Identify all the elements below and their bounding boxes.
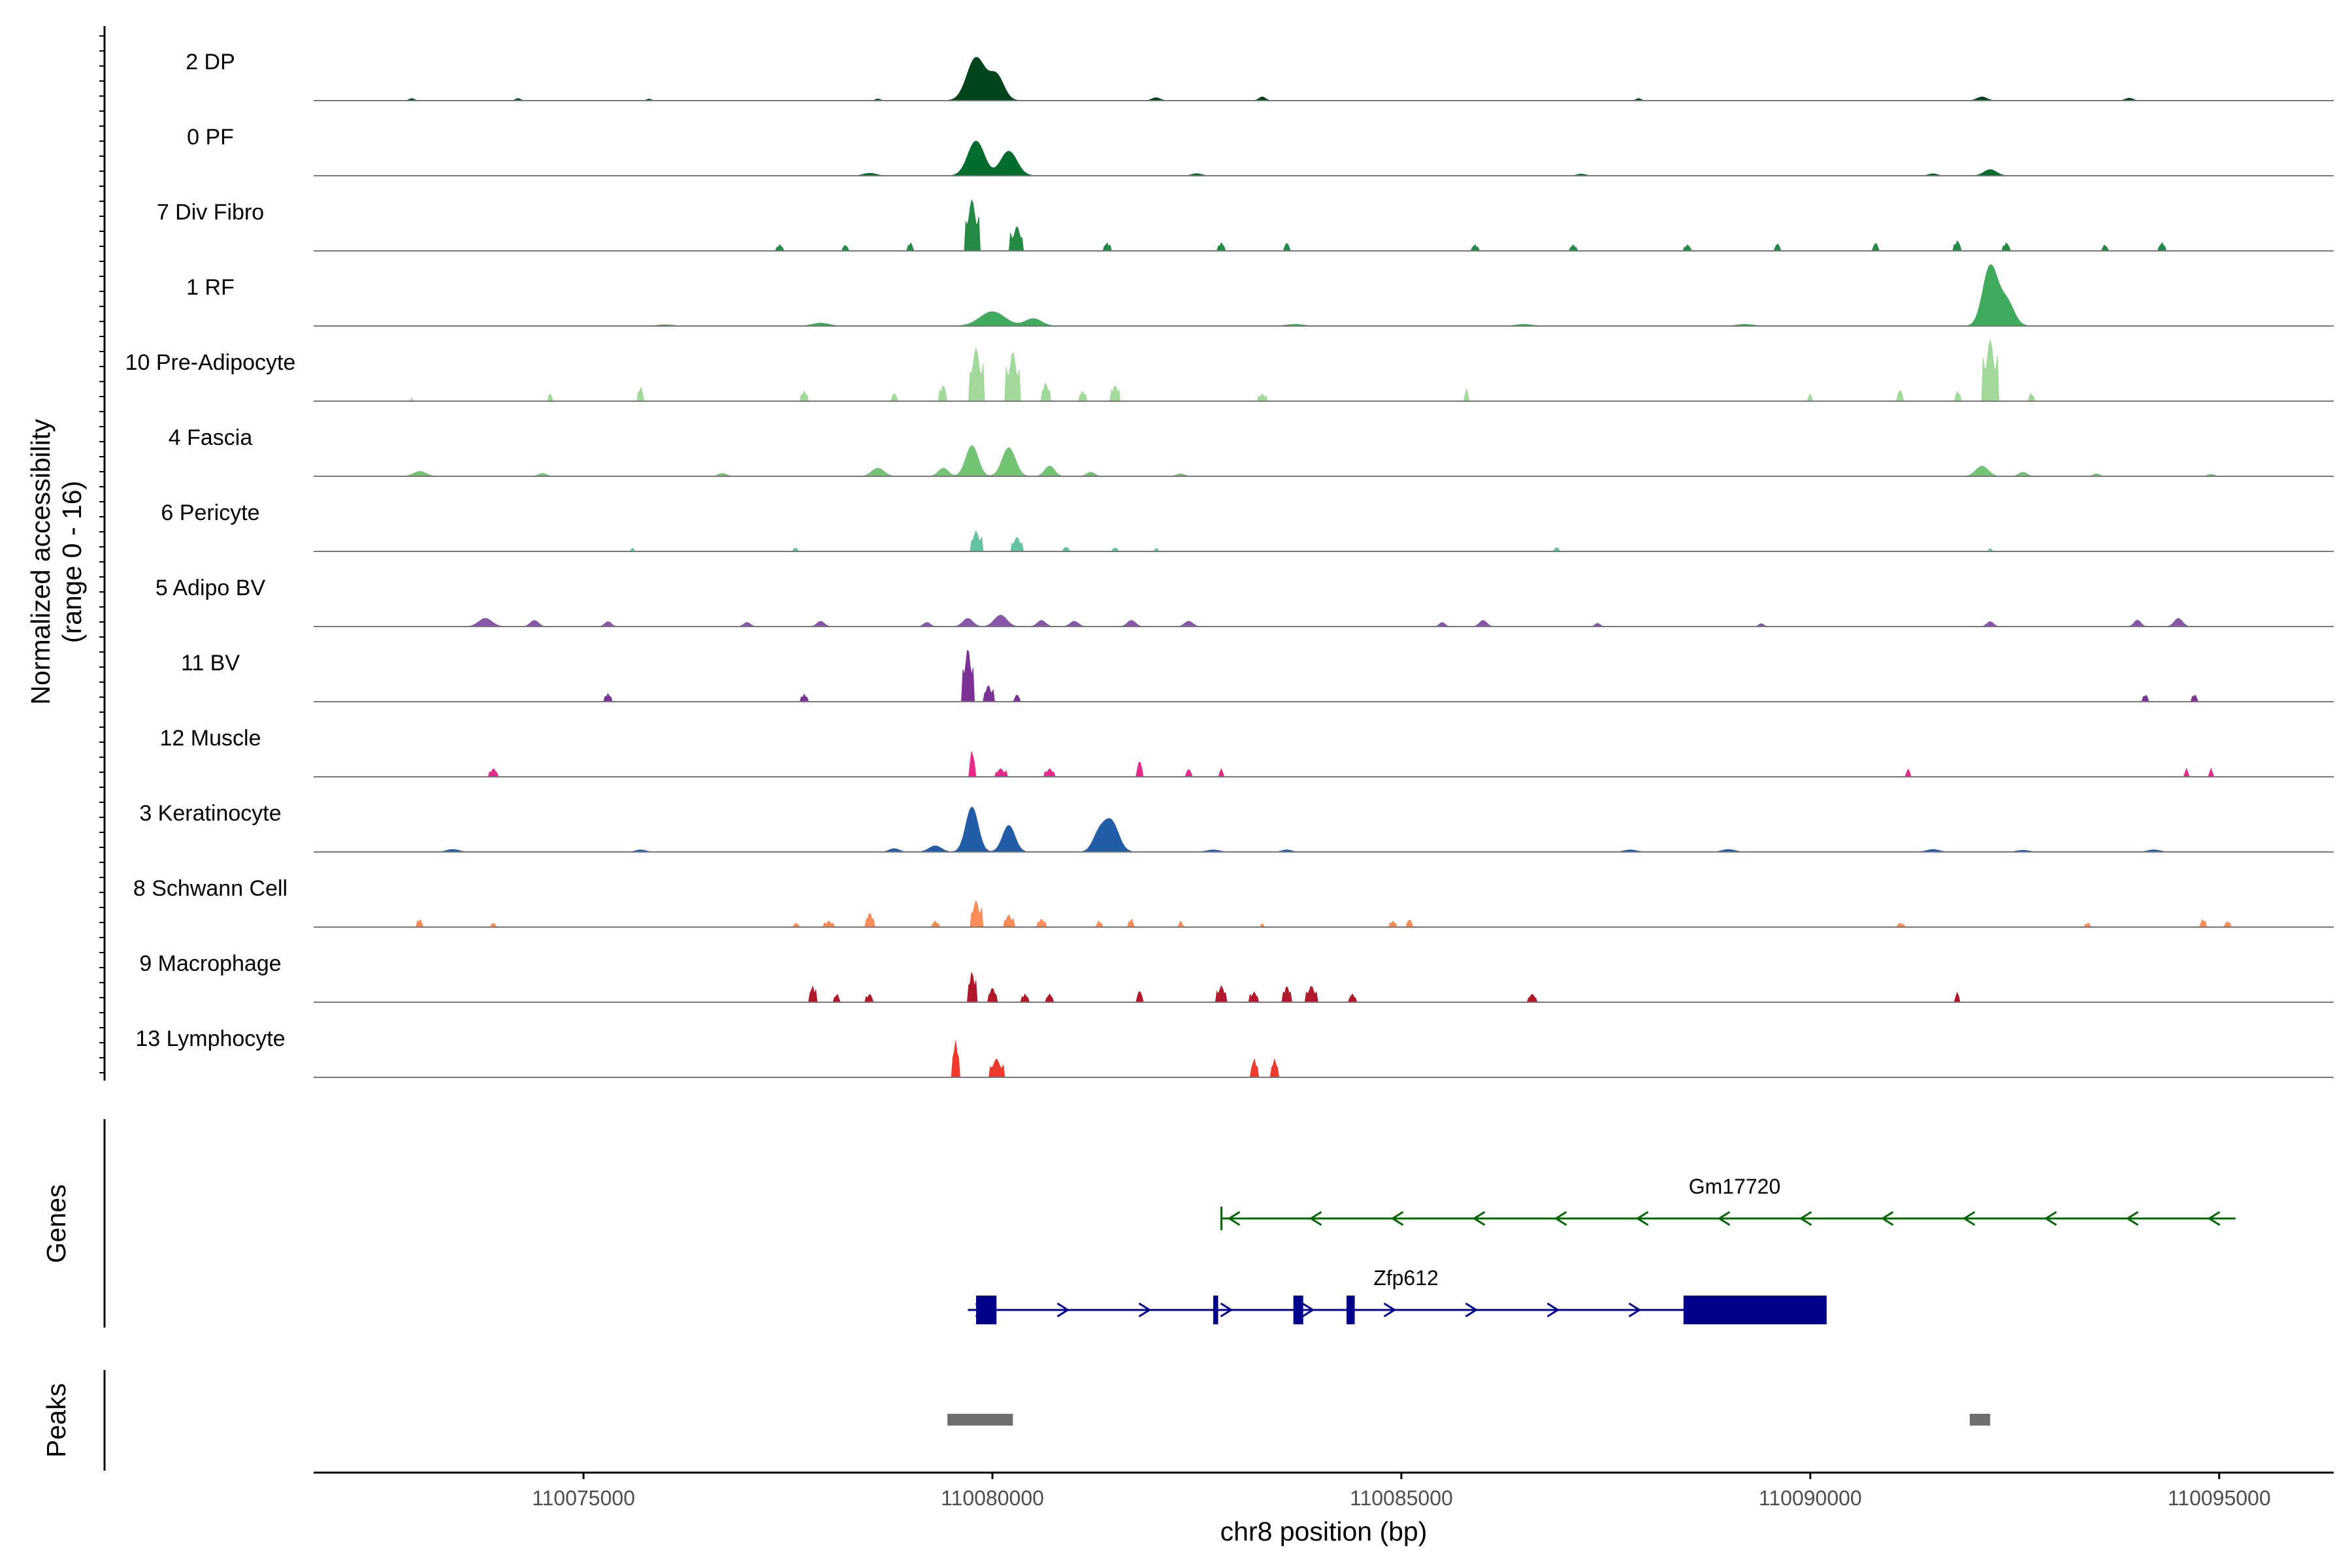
peak-region <box>947 1414 1013 1426</box>
track-label: 5 Adipo BV <box>155 576 266 600</box>
strand-arrow <box>2125 1211 2139 1226</box>
track-signal <box>314 1040 2334 1078</box>
strand-arrow <box>1472 1211 1486 1226</box>
exon <box>1213 1296 1218 1324</box>
track-signal <box>314 445 2334 477</box>
track-signal <box>314 751 2334 777</box>
genes-panel-label: Genes <box>41 1184 71 1264</box>
track: 13 Lymphocyte <box>135 1026 2334 1078</box>
track: 6 Pericyte <box>161 500 2334 552</box>
x-tick-label: 110075000 <box>532 1486 635 1510</box>
track: 4 Fascia <box>169 425 2334 477</box>
strand-arrow <box>1962 1211 1976 1226</box>
gene-label: Zfp612 <box>1373 1266 1439 1290</box>
exon <box>975 1296 997 1324</box>
strand-arrow <box>1628 1302 1642 1318</box>
track-signal <box>314 806 2334 853</box>
track-signal <box>314 264 2334 327</box>
track: 5 Adipo BV <box>155 576 2334 627</box>
peak-region <box>1969 1414 1991 1426</box>
peaks-panel-label: Peaks <box>41 1383 71 1458</box>
track-label: 3 Keratinocyte <box>139 801 281 826</box>
track-signal <box>314 972 2334 1003</box>
track-label: 9 Macrophage <box>139 951 281 976</box>
track: 9 Macrophage <box>139 951 2334 1003</box>
strand-arrow <box>1880 1211 1894 1226</box>
strand-arrow <box>1138 1302 1152 1318</box>
strand-arrow <box>1220 1302 1233 1318</box>
track-label: 11 BV <box>181 651 240 676</box>
genes-panel: Genes Gm17720 Zfp612 <box>41 1119 2236 1328</box>
track-signal <box>314 530 2334 552</box>
track: 0 PF <box>187 125 2334 176</box>
strand-arrow <box>1301 1302 1315 1318</box>
strand-arrow <box>1554 1211 1567 1226</box>
strand-arrow <box>1056 1302 1070 1318</box>
track-signal <box>314 340 2334 402</box>
track: 11 BV <box>181 649 2334 702</box>
accessibility-tracks: 2 DP 0 PF 7 Div Fibro 1 RF 10 Pre-Adipocyte 4… <box>99 26 2334 1081</box>
track: 1 RF <box>186 264 2334 327</box>
x-tick-label: 110080000 <box>941 1486 1044 1510</box>
track: 2 DP <box>186 50 2334 101</box>
x-tick-label: 110090000 <box>1759 1486 1862 1510</box>
strand-arrow <box>1227 1211 1241 1226</box>
x-axis-title: chr8 position (bp) <box>1220 1516 1428 1546</box>
gene-gm17720: Gm17720 <box>1220 1175 2236 1230</box>
y-axis-label: Normalized accessibility (range 0 - 16) <box>25 419 87 705</box>
strand-arrow <box>1635 1211 1649 1226</box>
track-label: 6 Pericyte <box>161 500 259 525</box>
strand-arrow <box>2207 1211 2221 1226</box>
track-label: 13 Lymphocyte <box>135 1026 285 1051</box>
exon <box>1347 1296 1355 1324</box>
track-label: 2 DP <box>186 50 235 74</box>
track-signal <box>314 199 2334 252</box>
gene-label: Gm17720 <box>1689 1175 1781 1198</box>
track: 8 Schwann Cell <box>133 876 2334 928</box>
strand-arrow <box>1546 1302 1560 1318</box>
track-label: 0 PF <box>187 125 234 150</box>
track-signal <box>314 649 2334 702</box>
track: 12 Muscle <box>160 726 2334 777</box>
y-axis-subtitle: (range 0 - 16) <box>57 481 87 643</box>
track-label: 4 Fascia <box>169 425 253 450</box>
track-signal <box>314 614 2334 627</box>
strand-arrow <box>2044 1211 2057 1226</box>
peaks-panel: Peaks <box>41 1370 1991 1471</box>
strand-arrow <box>1717 1211 1731 1226</box>
gene-zfp612: Zfp612 <box>968 1266 1827 1324</box>
x-tick-label: 110095000 <box>2168 1486 2271 1510</box>
strand-arrow <box>1383 1302 1397 1318</box>
track-signal <box>314 140 2334 176</box>
track-label: 1 RF <box>186 275 235 300</box>
strand-arrow <box>1390 1211 1404 1226</box>
track-label: 10 Pre-Adipocyte <box>125 350 296 375</box>
strand-arrow <box>1799 1211 1812 1226</box>
exon <box>1683 1296 1827 1324</box>
y-axis-title: Normalized accessibility <box>25 419 56 705</box>
strand-arrow <box>1309 1211 1322 1226</box>
track-signal <box>314 57 2334 101</box>
track-label: 7 Div Fibro <box>157 200 264 225</box>
exon <box>1293 1296 1303 1324</box>
strand-arrow <box>1465 1302 1478 1318</box>
track: 7 Div Fibro <box>157 199 2334 252</box>
track-label: 12 Muscle <box>160 726 261 751</box>
track: 10 Pre-Adipocyte <box>125 340 2334 402</box>
x-tick-label: 110085000 <box>1350 1486 1453 1510</box>
track-label: 8 Schwann Cell <box>133 876 287 901</box>
track: 3 Keratinocyte <box>139 801 2334 853</box>
track-signal <box>314 900 2334 928</box>
x-axis: chr8 position (bp) 110075000 110080000 110… <box>314 1471 2334 1546</box>
